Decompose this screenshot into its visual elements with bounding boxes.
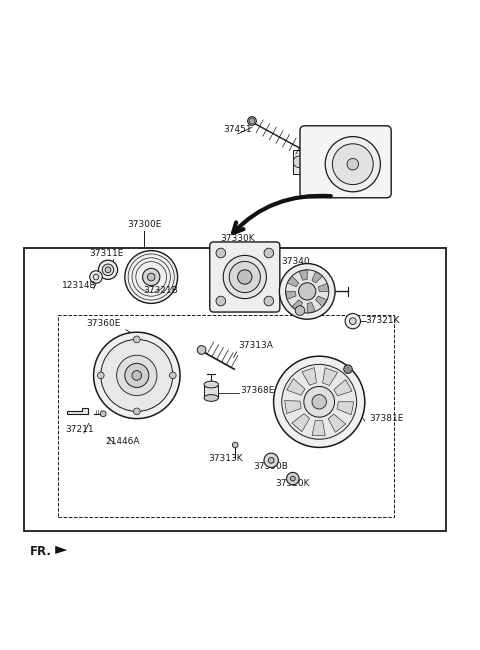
Polygon shape	[328, 414, 346, 432]
Circle shape	[169, 372, 176, 379]
Circle shape	[304, 387, 335, 417]
Circle shape	[132, 370, 142, 380]
Circle shape	[282, 365, 357, 439]
Polygon shape	[287, 379, 305, 395]
Circle shape	[98, 260, 118, 280]
Polygon shape	[292, 413, 310, 432]
Circle shape	[101, 339, 173, 411]
Text: 37313A: 37313A	[239, 341, 274, 350]
Text: FR.: FR.	[30, 545, 52, 558]
Text: 37451: 37451	[223, 125, 252, 134]
Circle shape	[125, 363, 149, 387]
Circle shape	[133, 336, 140, 343]
Bar	[58, 315, 394, 517]
Polygon shape	[285, 400, 301, 413]
Circle shape	[117, 356, 157, 396]
Circle shape	[293, 156, 305, 168]
Ellipse shape	[325, 136, 381, 192]
Circle shape	[93, 274, 99, 280]
Text: 37381E: 37381E	[370, 415, 404, 423]
Ellipse shape	[333, 144, 373, 185]
Text: 37321B: 37321B	[144, 286, 178, 295]
Text: 37368E: 37368E	[240, 385, 275, 395]
Circle shape	[97, 372, 104, 379]
Ellipse shape	[204, 395, 218, 401]
Polygon shape	[288, 276, 299, 287]
FancyBboxPatch shape	[300, 126, 391, 198]
Text: 37211: 37211	[65, 425, 94, 434]
Circle shape	[102, 264, 114, 276]
Circle shape	[216, 248, 226, 258]
Polygon shape	[312, 421, 325, 436]
Polygon shape	[292, 300, 302, 311]
Circle shape	[232, 442, 238, 448]
Polygon shape	[286, 291, 296, 300]
Circle shape	[133, 408, 140, 415]
Circle shape	[264, 453, 278, 467]
Circle shape	[125, 251, 178, 304]
Polygon shape	[316, 296, 327, 307]
Circle shape	[344, 365, 352, 374]
Text: 37360E: 37360E	[86, 319, 120, 328]
Polygon shape	[55, 546, 67, 554]
Circle shape	[286, 270, 329, 313]
Text: 21446A: 21446A	[105, 437, 140, 446]
Circle shape	[100, 411, 106, 417]
Circle shape	[347, 159, 359, 170]
Bar	[293, 150, 306, 174]
Text: 37390B: 37390B	[254, 462, 288, 471]
Circle shape	[264, 248, 274, 258]
Text: 37313K: 37313K	[208, 454, 243, 463]
Polygon shape	[318, 283, 329, 291]
Circle shape	[264, 296, 274, 306]
Polygon shape	[312, 272, 323, 283]
Circle shape	[197, 346, 206, 354]
Polygon shape	[302, 368, 316, 385]
Circle shape	[345, 313, 360, 329]
Circle shape	[238, 270, 252, 284]
Text: 12314B: 12314B	[62, 281, 96, 291]
Ellipse shape	[204, 381, 218, 388]
Polygon shape	[67, 408, 88, 414]
Circle shape	[349, 318, 356, 324]
Text: 37330K: 37330K	[220, 235, 255, 243]
Circle shape	[249, 118, 255, 124]
Text: 37320K: 37320K	[276, 479, 310, 488]
Polygon shape	[334, 380, 352, 396]
Bar	[204, 385, 218, 398]
Circle shape	[287, 473, 299, 485]
Circle shape	[105, 267, 111, 273]
Text: 37311E: 37311E	[89, 249, 124, 258]
Circle shape	[94, 332, 180, 419]
Text: 37321K: 37321K	[365, 316, 399, 325]
Ellipse shape	[248, 117, 256, 125]
Ellipse shape	[223, 255, 266, 298]
Text: 37340: 37340	[281, 257, 310, 266]
Circle shape	[216, 296, 226, 306]
Circle shape	[274, 356, 365, 447]
Polygon shape	[307, 302, 315, 313]
Circle shape	[147, 273, 155, 281]
Polygon shape	[337, 402, 354, 415]
Circle shape	[143, 268, 160, 285]
Polygon shape	[323, 368, 337, 385]
Ellipse shape	[229, 261, 261, 292]
Circle shape	[295, 306, 305, 315]
Circle shape	[290, 476, 295, 481]
Circle shape	[312, 395, 326, 409]
Bar	[24, 248, 446, 532]
FancyBboxPatch shape	[210, 242, 280, 312]
Polygon shape	[299, 270, 307, 280]
Circle shape	[279, 263, 335, 319]
Circle shape	[90, 271, 102, 283]
Circle shape	[268, 458, 274, 463]
Text: 37300E: 37300E	[127, 220, 161, 229]
Circle shape	[299, 283, 316, 300]
